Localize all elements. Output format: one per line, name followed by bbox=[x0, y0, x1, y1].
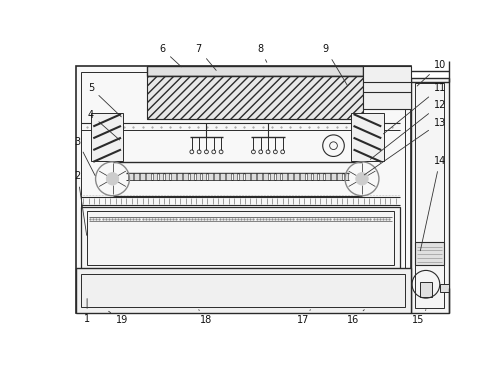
Bar bbox=[414, 242, 443, 265]
Bar bbox=[312, 173, 317, 179]
Bar bbox=[250, 173, 255, 179]
Bar bbox=[244, 173, 249, 179]
Bar bbox=[232, 173, 237, 179]
Bar bbox=[439, 284, 448, 292]
Text: 10: 10 bbox=[416, 60, 445, 86]
Bar bbox=[81, 207, 399, 269]
Text: 3: 3 bbox=[75, 137, 95, 175]
Bar bbox=[337, 173, 341, 179]
Bar bbox=[152, 173, 157, 179]
Text: 9: 9 bbox=[322, 44, 347, 86]
Bar bbox=[410, 78, 448, 313]
Circle shape bbox=[106, 172, 118, 185]
Bar bbox=[81, 273, 404, 308]
Bar bbox=[87, 211, 393, 265]
Bar bbox=[147, 76, 362, 119]
Bar bbox=[226, 173, 230, 179]
Text: 5: 5 bbox=[88, 83, 121, 117]
Bar bbox=[331, 173, 335, 179]
Bar bbox=[275, 173, 280, 179]
Circle shape bbox=[355, 172, 367, 185]
Bar bbox=[183, 173, 187, 179]
Bar bbox=[238, 173, 243, 179]
Bar bbox=[257, 173, 262, 179]
Bar bbox=[91, 113, 123, 161]
Bar bbox=[147, 66, 362, 76]
Bar bbox=[76, 66, 410, 313]
Text: 8: 8 bbox=[257, 44, 266, 62]
Bar bbox=[171, 173, 175, 179]
Bar bbox=[282, 173, 286, 179]
Text: 16: 16 bbox=[346, 310, 364, 326]
Bar bbox=[294, 173, 298, 179]
Text: 1: 1 bbox=[84, 299, 90, 324]
Bar bbox=[195, 173, 200, 179]
Text: 12: 12 bbox=[370, 100, 445, 159]
Bar bbox=[318, 173, 323, 179]
Text: 19: 19 bbox=[108, 311, 128, 326]
Bar bbox=[214, 173, 218, 179]
Bar bbox=[343, 173, 347, 179]
Bar bbox=[269, 173, 274, 179]
Bar bbox=[263, 173, 268, 179]
Bar bbox=[351, 113, 383, 161]
Text: 14: 14 bbox=[419, 156, 445, 251]
Bar bbox=[306, 173, 311, 179]
Text: 6: 6 bbox=[159, 44, 181, 67]
Bar bbox=[220, 173, 224, 179]
Text: 15: 15 bbox=[411, 310, 425, 326]
Bar bbox=[81, 72, 404, 308]
Text: 11: 11 bbox=[383, 83, 445, 134]
Bar bbox=[177, 173, 181, 179]
Text: 17: 17 bbox=[296, 310, 310, 326]
Text: 13: 13 bbox=[364, 117, 445, 175]
Bar bbox=[362, 66, 410, 109]
Bar bbox=[300, 173, 305, 179]
Bar bbox=[288, 173, 292, 179]
Text: 7: 7 bbox=[195, 44, 216, 70]
Bar bbox=[324, 173, 329, 179]
Bar bbox=[146, 173, 151, 179]
Bar bbox=[134, 173, 138, 179]
Bar bbox=[128, 173, 132, 179]
Bar bbox=[414, 83, 443, 308]
Text: 18: 18 bbox=[198, 310, 212, 326]
Bar bbox=[419, 282, 431, 297]
Bar bbox=[207, 173, 212, 179]
Text: 4: 4 bbox=[88, 110, 119, 140]
Bar bbox=[140, 173, 145, 179]
Bar bbox=[164, 173, 169, 179]
Bar bbox=[76, 268, 410, 313]
Bar bbox=[158, 173, 163, 179]
Bar bbox=[189, 173, 194, 179]
Bar bbox=[201, 173, 206, 179]
Text: 2: 2 bbox=[75, 171, 87, 235]
